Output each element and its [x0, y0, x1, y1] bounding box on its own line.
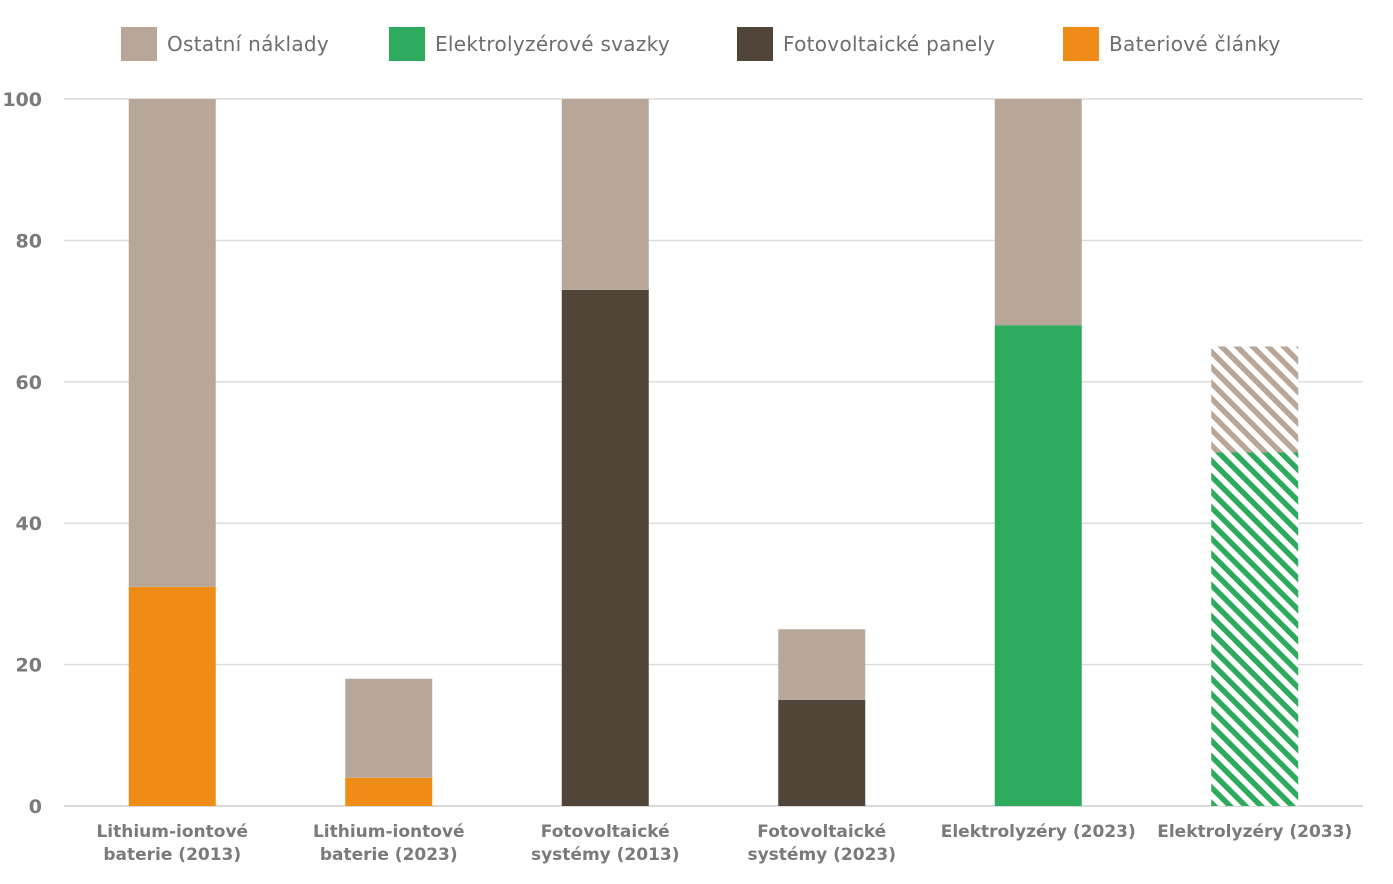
bar-segment-1-0 — [345, 777, 433, 806]
gridlines — [64, 98, 1363, 807]
legend-label-other-costs: Ostatní náklady — [167, 32, 330, 56]
legend-swatch-other-costs — [121, 27, 157, 61]
bar-segment-5-1 — [1211, 346, 1299, 453]
legend-item-electrolyzer-stacks: Elektrolyzérové svazky — [389, 26, 670, 62]
legend-item-other-costs: Ostatní náklady — [121, 26, 329, 62]
y-tick-label: 60 — [16, 372, 42, 394]
y-tick-label: 0 — [29, 796, 42, 818]
y-tick-label: 80 — [16, 230, 42, 252]
bar-segment-4-0 — [994, 325, 1082, 806]
bar-segment-0-0 — [128, 586, 216, 806]
x-axis-labels: Lithium-iontové baterie (2013) Lithium-ion… — [96, 822, 1352, 865]
chart-legend: Ostatní náklady Elektrolyzérové svazky F… — [0, 26, 1393, 62]
y-tick-label: 20 — [16, 655, 42, 677]
legend-label-battery-cells: Bateriové články — [1109, 32, 1281, 56]
legend-item-pv-panels: Fotovoltaické panely — [737, 26, 995, 62]
x-tick-label: Fotovoltaické — [541, 822, 670, 842]
legend-swatch-pv-panels — [737, 27, 773, 61]
y-tick-label: 40 — [16, 513, 42, 535]
x-tick-label: baterie (2013) — [103, 845, 241, 865]
y-axis-ticks: 0 20 40 60 80 100 — [2, 89, 42, 818]
bar-segment-2-1 — [561, 99, 649, 290]
y-tick-label: 100 — [2, 89, 42, 111]
x-tick-label: Elektrolyzéry (2033) — [1157, 822, 1352, 842]
x-tick-label: Lithium-iontové — [313, 822, 465, 842]
legend-label-electrolyzer-stacks: Elektrolyzérové svazky — [435, 32, 670, 56]
legend-label-pv-panels: Fotovoltaické panely — [783, 32, 996, 56]
bar-segment-1-1 — [345, 678, 433, 778]
legend-swatch-battery-cells — [1063, 27, 1099, 61]
legend-swatch-electrolyzer-stacks — [389, 27, 425, 61]
legend-item-battery-cells: Bateriové články — [1063, 26, 1281, 62]
x-tick-label: Elektrolyzéry (2023) — [941, 822, 1136, 842]
bar-segment-3-0 — [778, 699, 866, 806]
x-tick-label: Fotovoltaické — [757, 822, 886, 842]
bar-segment-5-0 — [1211, 452, 1299, 806]
x-tick-label: baterie (2023) — [320, 845, 458, 865]
x-tick-label: systémy (2023) — [747, 845, 896, 865]
x-tick-label: systémy (2013) — [531, 845, 680, 865]
bar-segment-2-0 — [561, 289, 649, 806]
bar-segment-4-1 — [994, 99, 1082, 326]
x-tick-label: Lithium-iontové — [96, 822, 248, 842]
bars — [128, 99, 1299, 806]
bar-segment-3-1 — [778, 629, 866, 700]
bar-segment-0-1 — [128, 99, 216, 587]
